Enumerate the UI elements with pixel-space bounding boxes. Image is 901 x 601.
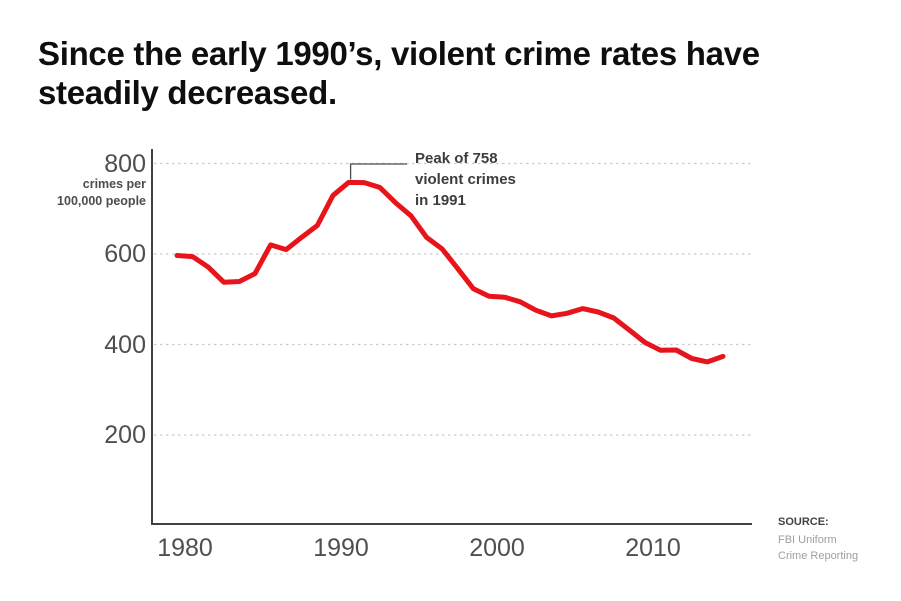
annotation-leader-line <box>349 163 407 180</box>
x-tick-1980: 1980 <box>157 534 213 562</box>
x-tick-1990: 1990 <box>313 534 369 562</box>
chart-title: Since the early 1990’s, violent crime ra… <box>38 35 760 111</box>
peak-annotation: Peak of 758 violent crimes in 1991 <box>415 150 516 209</box>
source-note: SOURCE: FBI Uniform Crime Reporting <box>778 515 898 564</box>
crime-rate-line <box>174 179 726 365</box>
x-tick-2010: 2010 <box>625 534 681 562</box>
y-tick-600: 600 <box>104 240 146 268</box>
y-tick-400: 400 <box>104 331 146 359</box>
y-tick-200: 200 <box>104 421 146 449</box>
y-axis-unit-label: crimes per 100,000 people <box>57 177 146 208</box>
source-label: SOURCE: <box>778 516 829 528</box>
x-tick-2000: 2000 <box>469 534 525 562</box>
source-text: FBI Uniform Crime Reporting <box>778 534 859 562</box>
y-tick-800: 800 <box>104 150 146 178</box>
